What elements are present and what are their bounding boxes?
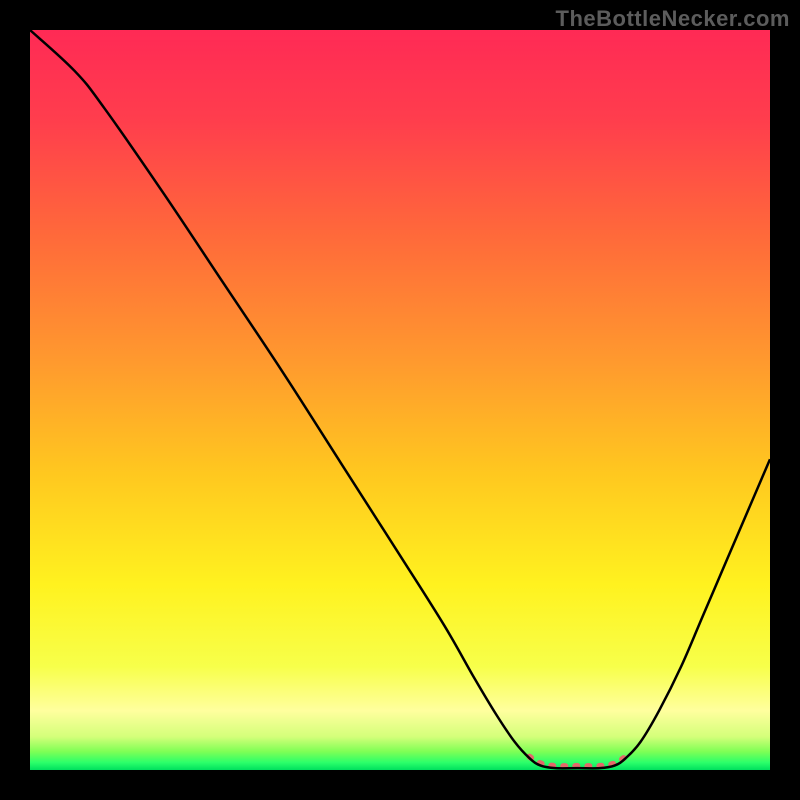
bottleneck-chart	[0, 0, 800, 800]
attribution-text: TheBottleNecker.com	[556, 6, 790, 32]
plot-background	[30, 30, 770, 770]
